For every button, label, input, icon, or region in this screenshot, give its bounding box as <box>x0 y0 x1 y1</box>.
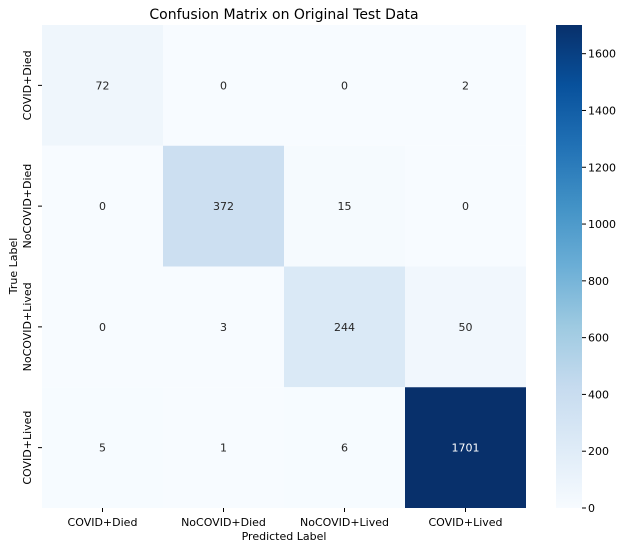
colorbar: 0 200 400 600 800 1000 1200 1400 1600 <box>556 25 616 515</box>
colorbar-tick-label-4: 600 <box>588 332 609 345</box>
heatmap-value-r4-c1: 5 <box>99 442 106 455</box>
heatmap-cell-r1-c2 <box>163 25 284 146</box>
heatmap-value-r3-c2: 3 <box>220 321 227 334</box>
heatmap-value-r4-c3: 6 <box>341 442 348 455</box>
heatmap-cell-r4-c2 <box>163 387 284 508</box>
heatmap-value-r1-c2: 0 <box>220 79 227 92</box>
x-tick-label-1: COVID+Died <box>68 516 138 529</box>
colorbar-tick-label-2: 200 <box>588 445 609 458</box>
heatmap-value-r3-c3: 244 <box>334 321 355 334</box>
y-tick-label-1: COVID+Died <box>21 50 34 120</box>
heatmap-value-r2-c4: 0 <box>462 200 469 213</box>
heatmap-value-r1-c4: 2 <box>462 79 469 92</box>
colorbar-tick-label-7: 1200 <box>588 161 616 174</box>
heatmap-value-r3-c1: 0 <box>99 321 106 334</box>
heatmap-cell-r4-c3 <box>284 387 405 508</box>
chart-title: Confusion Matrix on Original Test Data <box>149 7 418 23</box>
heatmap-cell-r2-c2 <box>163 145 284 267</box>
heatmap-annotations: 72 0 0 2 0 372 15 0 0 3 244 50 5 1 6 1701 <box>96 79 480 454</box>
heatmap-cell-r2-c4 <box>405 145 526 267</box>
heatmap-value-r3-c4: 50 <box>459 321 473 334</box>
colorbar-tick-label-8: 1400 <box>588 104 616 117</box>
colorbar-tick-label-1: 0 <box>588 502 595 515</box>
colorbar-tick-label-3: 400 <box>588 388 609 401</box>
heatmap-value-r2-c3: 15 <box>338 200 352 213</box>
heatmap-cell-r4-c4 <box>405 387 526 508</box>
colorbar-tick-label-9: 1600 <box>588 48 616 61</box>
heatmap-cell-r1-c4 <box>405 25 526 146</box>
heatmap-cell-r3-c4 <box>405 266 526 388</box>
colorbar-gradient-bar <box>556 25 582 508</box>
heatmap-cell-r3-c3 <box>284 266 405 388</box>
y-axis-label: True Label <box>7 238 20 296</box>
x-axis-label: Predicted Label <box>242 530 327 543</box>
y-tick-label-2: NoCOVID+Died <box>21 164 34 249</box>
heatmap-cell-r4-c1 <box>42 387 163 508</box>
y-tick-label-4: COVID+Lived <box>21 411 34 485</box>
heatmap-cell-r1-c3 <box>284 25 405 146</box>
colorbar-tick-label-5: 800 <box>588 275 609 288</box>
heatmap-cell-r1-c1 <box>42 25 163 146</box>
heatmap-axes: COVID+Died NoCOVID+Died NoCOVID+Lived COVID… <box>21 50 503 529</box>
heatmap-value-r1-c1: 72 <box>96 79 110 92</box>
x-tick-label-2: NoCOVID+Died <box>181 516 266 529</box>
heatmap-value-r4-c4: 1701 <box>452 442 480 455</box>
heatmap-cell-r2-c1 <box>42 145 163 267</box>
heatmap-cell-r3-c1 <box>42 266 163 388</box>
x-tick-label-4: COVID+Lived <box>428 516 502 529</box>
colorbar-tick-label-6: 1000 <box>588 218 616 231</box>
y-tick-label-3: NoCOVID+Lived <box>21 282 34 371</box>
heatmap-cell-r3-c2 <box>163 266 284 388</box>
heatmap-value-r2-c1: 0 <box>99 200 106 213</box>
heatmap-cells <box>42 25 526 508</box>
heatmap-value-r4-c2: 1 <box>220 442 227 455</box>
x-tick-label-3: NoCOVID+Lived <box>300 516 389 529</box>
heatmap-cell-r2-c3 <box>284 145 405 267</box>
heatmap-value-r1-c3: 0 <box>341 79 348 92</box>
heatmap-value-r2-c2: 372 <box>213 200 234 213</box>
